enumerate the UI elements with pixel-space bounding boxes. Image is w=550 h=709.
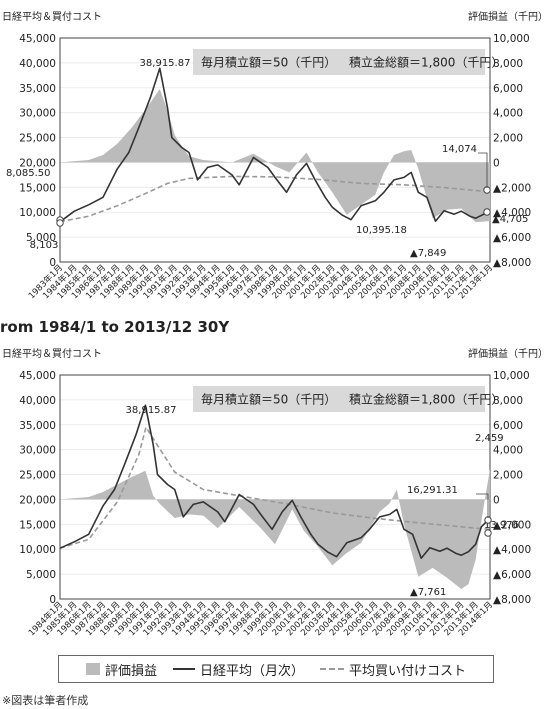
annotation-label: 2,459 [475,433,504,444]
left-tick-label: 10,000 [19,207,56,219]
info-box-total: 積立金総額＝1,800（千円） [349,55,503,70]
left-tick-label: 15,000 [19,519,56,531]
legend-area-label: 評価損益 [104,663,157,679]
right-tick-label: 4,000 [493,108,523,120]
info-box [193,386,485,412]
endpoint-marker [484,529,492,537]
right-tick-label: 6,000 [493,83,523,95]
annotation-label: 10,395.18 [356,225,407,236]
series-line-nikkei [59,404,491,559]
right-tick-label: 4,000 [493,445,523,457]
left-tick-label: 5,000 [26,232,56,244]
right-tick-label: ▲2,000 [493,519,531,531]
annotation-label: ▲7,849 [410,248,446,259]
legend-dash-swatch [320,668,344,670]
annotation-label: 16,291.31 [407,485,458,496]
annotation-label: 38,915.87 [140,58,191,69]
right-tick-label: 2,000 [493,470,523,482]
left-tick-label: 45,000 [19,33,56,45]
right-axis-title: 評価損益（千円） [468,347,548,360]
left-tick-label: 25,000 [19,470,56,482]
left-tick-label: 35,000 [19,83,56,95]
legend-area-swatch [85,663,100,675]
legend-item-line: 日経平均（月次） [172,660,304,679]
right-tick-label: 0 [493,494,500,506]
legend-item-area: 評価損益 [85,660,157,679]
right-tick-label: 10,000 [493,33,530,45]
right-tick-label: 0 [493,157,500,169]
right-tick-label: 2,000 [493,133,523,145]
right-tick-label: 6,000 [493,420,523,432]
legend-item-dash: 平均買い付けコスト [320,660,466,679]
annotation-label: 14,074 [442,144,477,155]
chart-bottom-svg: 日経平均＆買付コスト 評価損益（千円） 0 5,000 10,000 15,000 20,0… [2,347,548,638]
annotation-leader [478,152,488,188]
chart-panel-top: 日経平均＆買付コスト 評価損益（千円） 0 5,000 10,000 15,000 20,0… [0,0,550,320]
endpoint-marker [483,208,491,216]
chart-top-svg: 日経平均＆買付コスト 評価損益（千円） 0 5,000 10,000 15,000 20,0… [2,10,548,301]
left-tick-label: 30,000 [19,108,56,120]
left-tick-label: 5,000 [26,569,56,581]
annotation-leader [476,493,489,518]
left-tick-label: 20,000 [19,157,56,169]
right-tick-label: ▲8,000 [493,594,531,606]
right-tick-label: ▲2,000 [493,182,531,194]
right-axis-title: 評価損益（千円） [468,10,548,23]
legend-line-label: 日経平均（月次） [199,663,304,679]
info-box [193,49,485,75]
info-box-monthly: 毎月積立額＝50（千円） [201,55,336,70]
left-axis-title: 日経平均＆買付コスト [2,347,102,360]
info-box-monthly: 毎月積立額＝50（千円） [201,392,336,407]
left-tick-label: 40,000 [19,395,56,407]
period-title: rom 1984/1 to 2013/12 30Y [0,318,230,336]
left-tick-label: 0 [49,257,56,269]
series-area-valuation [60,468,490,589]
right-tick-label: ▲6,000 [493,569,531,581]
left-tick-label: 35,000 [19,420,56,432]
series-line-avg-cost [59,175,491,223]
footnote: ※図表は筆者作成 [2,694,89,707]
info-box-total: 積立金総額＝1,800（千円） [349,392,503,407]
right-tick-label: ▲4,000 [493,207,531,219]
right-tick-label: ▲8,000 [493,257,531,269]
series-area-valuation [60,89,490,223]
left-tick-label: 25,000 [19,133,56,145]
series-line-avg-cost [59,425,491,549]
left-tick-label: 20,000 [19,494,56,506]
left-tick-label: 40,000 [19,58,56,70]
left-tick-label: 15,000 [19,182,56,194]
right-tick-label: 8,000 [493,58,523,70]
series-line-nikkei [59,67,491,223]
annotation-label: ▲7,761 [410,587,446,598]
chart-panel-bottom: 日経平均＆買付コスト 評価損益（千円） 0 5,000 10,000 15,000 20,0… [0,345,550,645]
left-axis-title: 日経平均＆買付コスト [2,10,102,23]
endpoint-marker [56,219,64,227]
legend-line-swatch [172,668,195,670]
right-tick-label: ▲6,000 [493,232,531,244]
left-tick-label: 30,000 [19,445,56,457]
annotation-label: 38,915.87 [126,405,177,416]
right-tick-label: 8,000 [493,395,523,407]
left-tick-label: 10,000 [19,544,56,556]
annotation-label: 13,976 [484,520,519,531]
annotation-label: 8,085.50 [6,168,51,179]
annotation-label: 8,103 [30,240,59,251]
left-tick-label: 0 [49,594,56,606]
right-tick-label: ▲4,000 [493,544,531,556]
plot-frame [59,37,491,263]
legend: 評価損益 日経平均（月次） 平均買い付けコスト [58,655,494,683]
right-tick-label: 10,000 [493,370,530,382]
legend-dash-label: 平均買い付けコスト [349,663,467,679]
left-tick-label: 45,000 [19,370,56,382]
annotation-label: ▲4,705 [492,214,528,225]
